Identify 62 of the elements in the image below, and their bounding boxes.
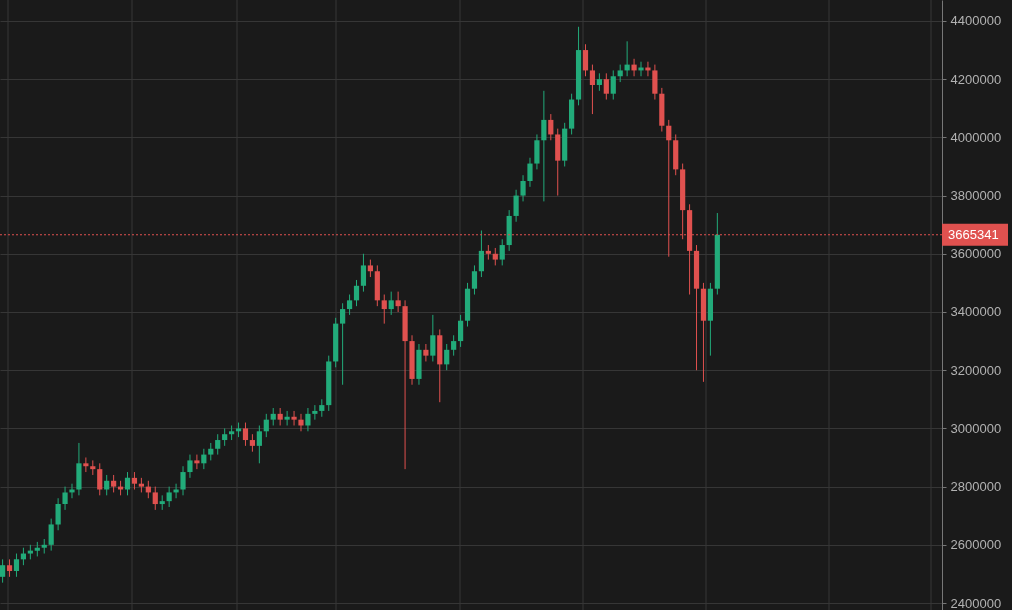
candlestick [589, 64, 596, 115]
candlestick [346, 294, 353, 316]
candlestick [360, 253, 367, 293]
y-tick-label: 3000000 [950, 420, 1002, 436]
candlestick [541, 90, 547, 202]
candlestick [340, 302, 346, 386]
y-tick-label: 2600000 [950, 537, 1002, 553]
candlestick [284, 410, 290, 426]
candlestick [631, 58, 637, 77]
candlestick [55, 497, 61, 531]
candlestick [527, 157, 533, 188]
y-tick-label: 4000000 [950, 129, 1002, 145]
candlestick [166, 486, 172, 508]
candlestick [124, 471, 131, 496]
candlestick [582, 43, 589, 77]
candlestick [478, 230, 485, 278]
candlestick [83, 457, 89, 473]
candlestick [152, 486, 158, 511]
candlestick [97, 462, 103, 496]
candlestick [104, 474, 110, 496]
candlestick [13, 553, 20, 578]
y-tick-label: 3800000 [950, 188, 1002, 204]
candlestick [381, 294, 387, 325]
candlestick [291, 410, 297, 426]
candlestick [256, 424, 262, 464]
candlestick [48, 518, 54, 552]
candlestick [520, 174, 526, 202]
candlestick [312, 404, 318, 421]
candlestick [534, 133, 540, 170]
candlestick [0, 558, 6, 584]
candlestick [457, 314, 464, 348]
candlestick [305, 407, 311, 432]
y-tick-label: 4400000 [950, 13, 1002, 29]
candlestick [548, 113, 554, 141]
ref-line-label: 3665341 [948, 226, 999, 242]
candlestick [194, 454, 200, 470]
candlestick [610, 69, 616, 101]
candlestick [298, 413, 304, 432]
candlestick [652, 64, 658, 101]
y-tick-label: 4200000 [950, 71, 1002, 87]
candlestick [215, 433, 221, 456]
candlestick [180, 465, 186, 496]
candlestick [430, 314, 436, 362]
candlestick [471, 264, 478, 296]
candlestick [603, 72, 609, 101]
candlestick [353, 279, 360, 307]
candlestick [187, 454, 193, 479]
candlestick [395, 291, 401, 313]
y-tick-label: 2800000 [950, 479, 1002, 495]
candlestick [423, 343, 429, 362]
candlestick [451, 334, 457, 357]
candlestick [62, 486, 68, 511]
candlestick [388, 291, 394, 316]
candlestick [263, 413, 269, 438]
y-tick-label: 3600000 [950, 246, 1002, 262]
y-tick-label: 3200000 [950, 362, 1002, 378]
candlestick [242, 422, 249, 447]
y-tick-label: 3400000 [950, 304, 1002, 320]
candlestick [513, 189, 519, 223]
candlestick [444, 343, 450, 371]
y-tick-label: 2400000 [950, 595, 1002, 610]
candlestick [499, 238, 505, 266]
